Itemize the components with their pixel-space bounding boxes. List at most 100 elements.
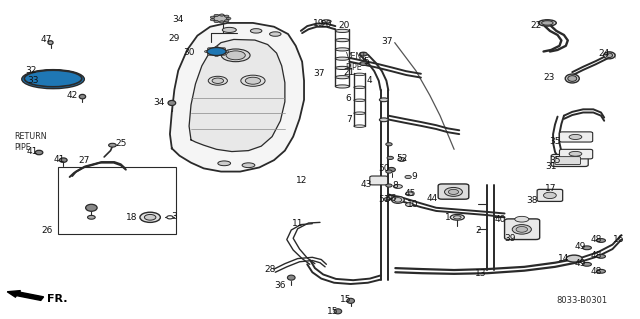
Ellipse shape	[406, 192, 413, 196]
Text: 41: 41	[54, 155, 65, 164]
Ellipse shape	[225, 19, 229, 22]
Ellipse shape	[406, 203, 413, 206]
Ellipse shape	[79, 94, 86, 99]
FancyBboxPatch shape	[559, 149, 593, 159]
Ellipse shape	[140, 212, 161, 222]
Text: 30: 30	[183, 48, 195, 57]
Ellipse shape	[250, 29, 262, 33]
Ellipse shape	[538, 20, 556, 26]
Ellipse shape	[226, 51, 245, 60]
Ellipse shape	[88, 215, 95, 219]
Ellipse shape	[388, 167, 396, 172]
Ellipse shape	[241, 75, 265, 86]
Text: 48: 48	[590, 251, 602, 260]
Ellipse shape	[207, 48, 226, 56]
Ellipse shape	[214, 55, 218, 56]
Ellipse shape	[214, 14, 218, 17]
Ellipse shape	[392, 196, 404, 203]
FancyArrow shape	[7, 291, 44, 300]
Ellipse shape	[566, 255, 582, 262]
Ellipse shape	[214, 47, 218, 48]
Ellipse shape	[568, 76, 577, 81]
Text: FR.: FR.	[47, 293, 67, 304]
Ellipse shape	[454, 216, 461, 219]
Ellipse shape	[335, 57, 349, 60]
Ellipse shape	[335, 29, 349, 33]
Ellipse shape	[451, 214, 465, 220]
Text: 8: 8	[392, 181, 398, 190]
FancyBboxPatch shape	[504, 219, 540, 240]
Ellipse shape	[354, 73, 365, 76]
Ellipse shape	[354, 112, 365, 115]
Text: 34: 34	[173, 15, 184, 24]
Ellipse shape	[212, 15, 228, 22]
Ellipse shape	[394, 185, 403, 189]
Ellipse shape	[269, 32, 281, 36]
Ellipse shape	[449, 189, 459, 195]
Ellipse shape	[582, 263, 591, 266]
Ellipse shape	[145, 214, 156, 220]
Text: 14: 14	[558, 254, 570, 263]
Ellipse shape	[569, 152, 582, 156]
Text: 23: 23	[543, 73, 554, 82]
Text: 12: 12	[296, 176, 308, 185]
Text: 5: 5	[363, 57, 369, 66]
Ellipse shape	[207, 48, 226, 56]
Text: 37: 37	[381, 37, 393, 46]
Text: 1: 1	[445, 213, 451, 222]
Text: 31: 31	[545, 162, 557, 171]
Text: 50: 50	[378, 164, 390, 173]
Text: 46: 46	[386, 194, 397, 203]
Ellipse shape	[386, 184, 392, 187]
Ellipse shape	[220, 14, 224, 16]
Ellipse shape	[207, 48, 211, 49]
Ellipse shape	[335, 76, 349, 79]
Text: 28: 28	[264, 264, 276, 274]
Ellipse shape	[335, 39, 349, 42]
Text: 22: 22	[530, 21, 541, 30]
Ellipse shape	[204, 50, 208, 52]
FancyBboxPatch shape	[537, 189, 563, 201]
Text: 49: 49	[575, 259, 586, 268]
Text: 51: 51	[378, 195, 390, 204]
Ellipse shape	[347, 298, 355, 303]
Ellipse shape	[515, 216, 529, 222]
Text: 16: 16	[613, 235, 625, 244]
Text: 26: 26	[41, 226, 52, 235]
Text: 38: 38	[526, 196, 538, 205]
Text: 36: 36	[275, 281, 286, 290]
Ellipse shape	[167, 216, 173, 219]
Text: 6: 6	[346, 94, 351, 103]
Ellipse shape	[445, 188, 463, 196]
Text: 43: 43	[360, 180, 372, 189]
Ellipse shape	[211, 19, 215, 21]
FancyBboxPatch shape	[551, 154, 588, 167]
Ellipse shape	[321, 20, 331, 23]
Text: 3: 3	[172, 211, 177, 220]
Ellipse shape	[387, 156, 394, 160]
Text: 4: 4	[367, 76, 372, 85]
Ellipse shape	[380, 118, 388, 122]
Text: 17: 17	[545, 184, 557, 193]
Ellipse shape	[360, 62, 367, 65]
Ellipse shape	[606, 53, 612, 57]
Text: 11: 11	[292, 219, 303, 228]
Ellipse shape	[109, 143, 116, 147]
Text: 20: 20	[321, 20, 332, 29]
Ellipse shape	[208, 76, 227, 85]
Text: 27: 27	[78, 156, 90, 165]
Ellipse shape	[360, 52, 367, 56]
Text: 21: 21	[343, 68, 355, 77]
Ellipse shape	[86, 204, 97, 211]
Text: 8033-B0301: 8033-B0301	[556, 296, 607, 305]
Ellipse shape	[245, 77, 260, 84]
Ellipse shape	[60, 158, 67, 162]
Text: 42: 42	[67, 92, 78, 100]
Text: VENT
PIPE: VENT PIPE	[346, 52, 367, 72]
Text: 25: 25	[115, 139, 127, 148]
Ellipse shape	[604, 52, 615, 59]
Ellipse shape	[242, 163, 255, 167]
Text: 24: 24	[598, 48, 610, 58]
Ellipse shape	[211, 16, 215, 19]
Ellipse shape	[207, 54, 211, 56]
